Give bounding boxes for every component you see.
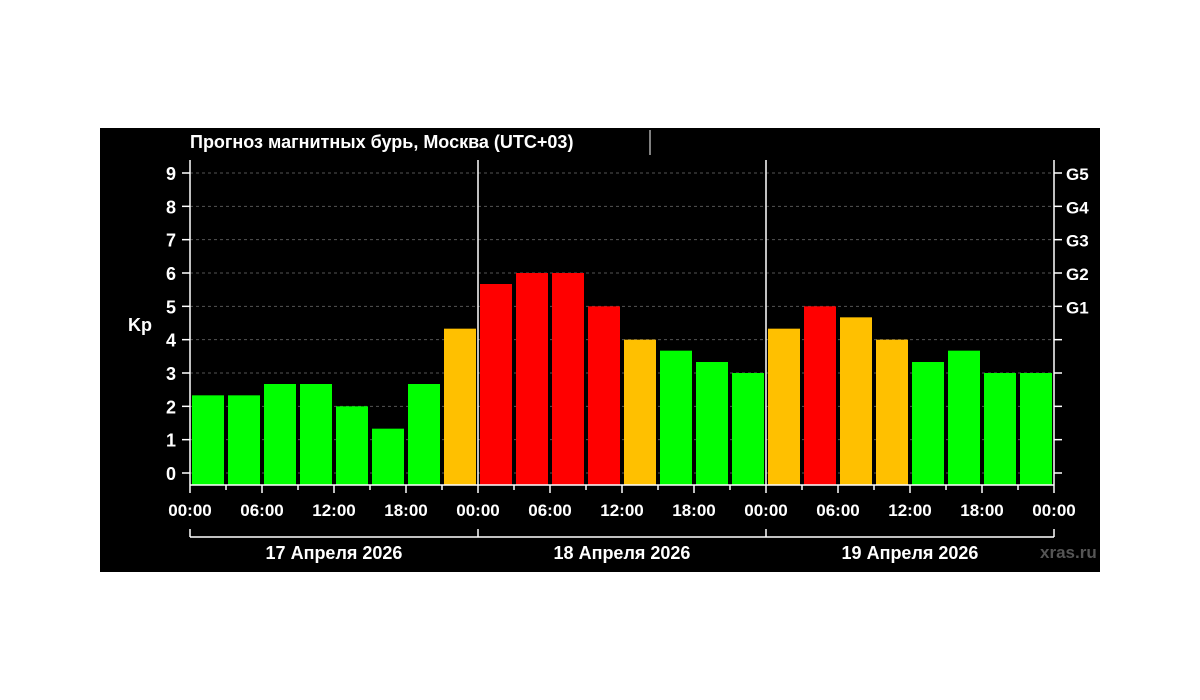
- kp-bar-6: [408, 384, 440, 485]
- g-label-g4: G4: [1066, 198, 1089, 217]
- x-tick-label-11: 18:00: [960, 501, 1003, 520]
- g-label-g1: G1: [1066, 298, 1089, 317]
- day-label-0: 17 Апреля 2026: [266, 543, 403, 563]
- x-tick-label-2: 12:00: [312, 501, 355, 520]
- y-tick-label-9: 9: [166, 164, 176, 184]
- kp-bar-9: [516, 273, 548, 485]
- x-tick-label-12: 00:00: [1032, 501, 1075, 520]
- y-tick-label-0: 0: [166, 464, 176, 484]
- kp-bar-21: [948, 350, 980, 485]
- x-tick-label-4: 00:00: [456, 501, 499, 520]
- bars: [192, 273, 1052, 485]
- kp-bar-2: [264, 384, 296, 485]
- y-tick-label-2: 2: [166, 397, 176, 417]
- kp-bar-4: [336, 406, 368, 485]
- y-tick-label-1: 1: [166, 431, 176, 451]
- kp-bar-20: [912, 362, 944, 485]
- y-tick-label-4: 4: [166, 331, 176, 351]
- kp-bar-11: [588, 306, 620, 485]
- kp-bar-5: [372, 428, 404, 485]
- kp-bar-22: [984, 373, 1016, 485]
- x-tick-label-0: 00:00: [168, 501, 211, 520]
- y-tick-label-6: 6: [166, 264, 176, 284]
- x-tick-label-7: 18:00: [672, 501, 715, 520]
- kp-bar-15: [732, 373, 764, 485]
- kp-bar-7: [444, 328, 476, 485]
- x-tick-label-3: 18:00: [384, 501, 427, 520]
- kp-bar-1: [228, 395, 260, 485]
- kp-bar-16: [768, 328, 800, 485]
- g-label-g2: G2: [1066, 265, 1089, 284]
- x-tick-label-6: 12:00: [600, 501, 643, 520]
- watermark: xras.ru: [1040, 543, 1097, 562]
- kp-bar-10: [552, 273, 584, 485]
- y-tick-label-7: 7: [166, 231, 176, 251]
- kp-bar-0: [192, 395, 224, 485]
- day-label-1: 18 Апреля 2026: [554, 543, 691, 563]
- grid-lines: [190, 172, 1054, 474]
- x-tick-label-5: 06:00: [528, 501, 571, 520]
- g-label-g5: G5: [1066, 165, 1089, 184]
- y-tick-label-5: 5: [166, 297, 176, 317]
- kp-bar-13: [660, 350, 692, 485]
- y-tick-label-8: 8: [166, 197, 176, 217]
- kp-bar-8: [480, 284, 512, 485]
- x-tick-label-1: 06:00: [240, 501, 283, 520]
- day-label-2: 19 Апреля 2026: [842, 543, 979, 563]
- kp-bar-23: [1020, 373, 1052, 485]
- kp-bar-12: [624, 339, 656, 485]
- x-tick-label-10: 12:00: [888, 501, 931, 520]
- axes: 0 1 2 3 4 5 6 7 8 9 G1 G2 G3 G4 G5 00:00 06:00 12:00 18:00…: [166, 160, 1089, 563]
- y-tick-label-3: 3: [166, 364, 176, 384]
- kp-bar-17: [804, 306, 836, 485]
- g-label-g3: G3: [1066, 232, 1089, 251]
- kp-bar-18: [840, 317, 872, 485]
- kp-bar-3: [300, 384, 332, 485]
- kp-bar-19: [876, 339, 908, 485]
- x-tick-label-8: 00:00: [744, 501, 787, 520]
- x-tick-label-9: 06:00: [816, 501, 859, 520]
- chart-title: Прогноз магнитных бурь, Москва (UTC+03): [190, 132, 573, 152]
- y-axis-label: Kp: [128, 315, 152, 335]
- kp-bar-14: [696, 362, 728, 485]
